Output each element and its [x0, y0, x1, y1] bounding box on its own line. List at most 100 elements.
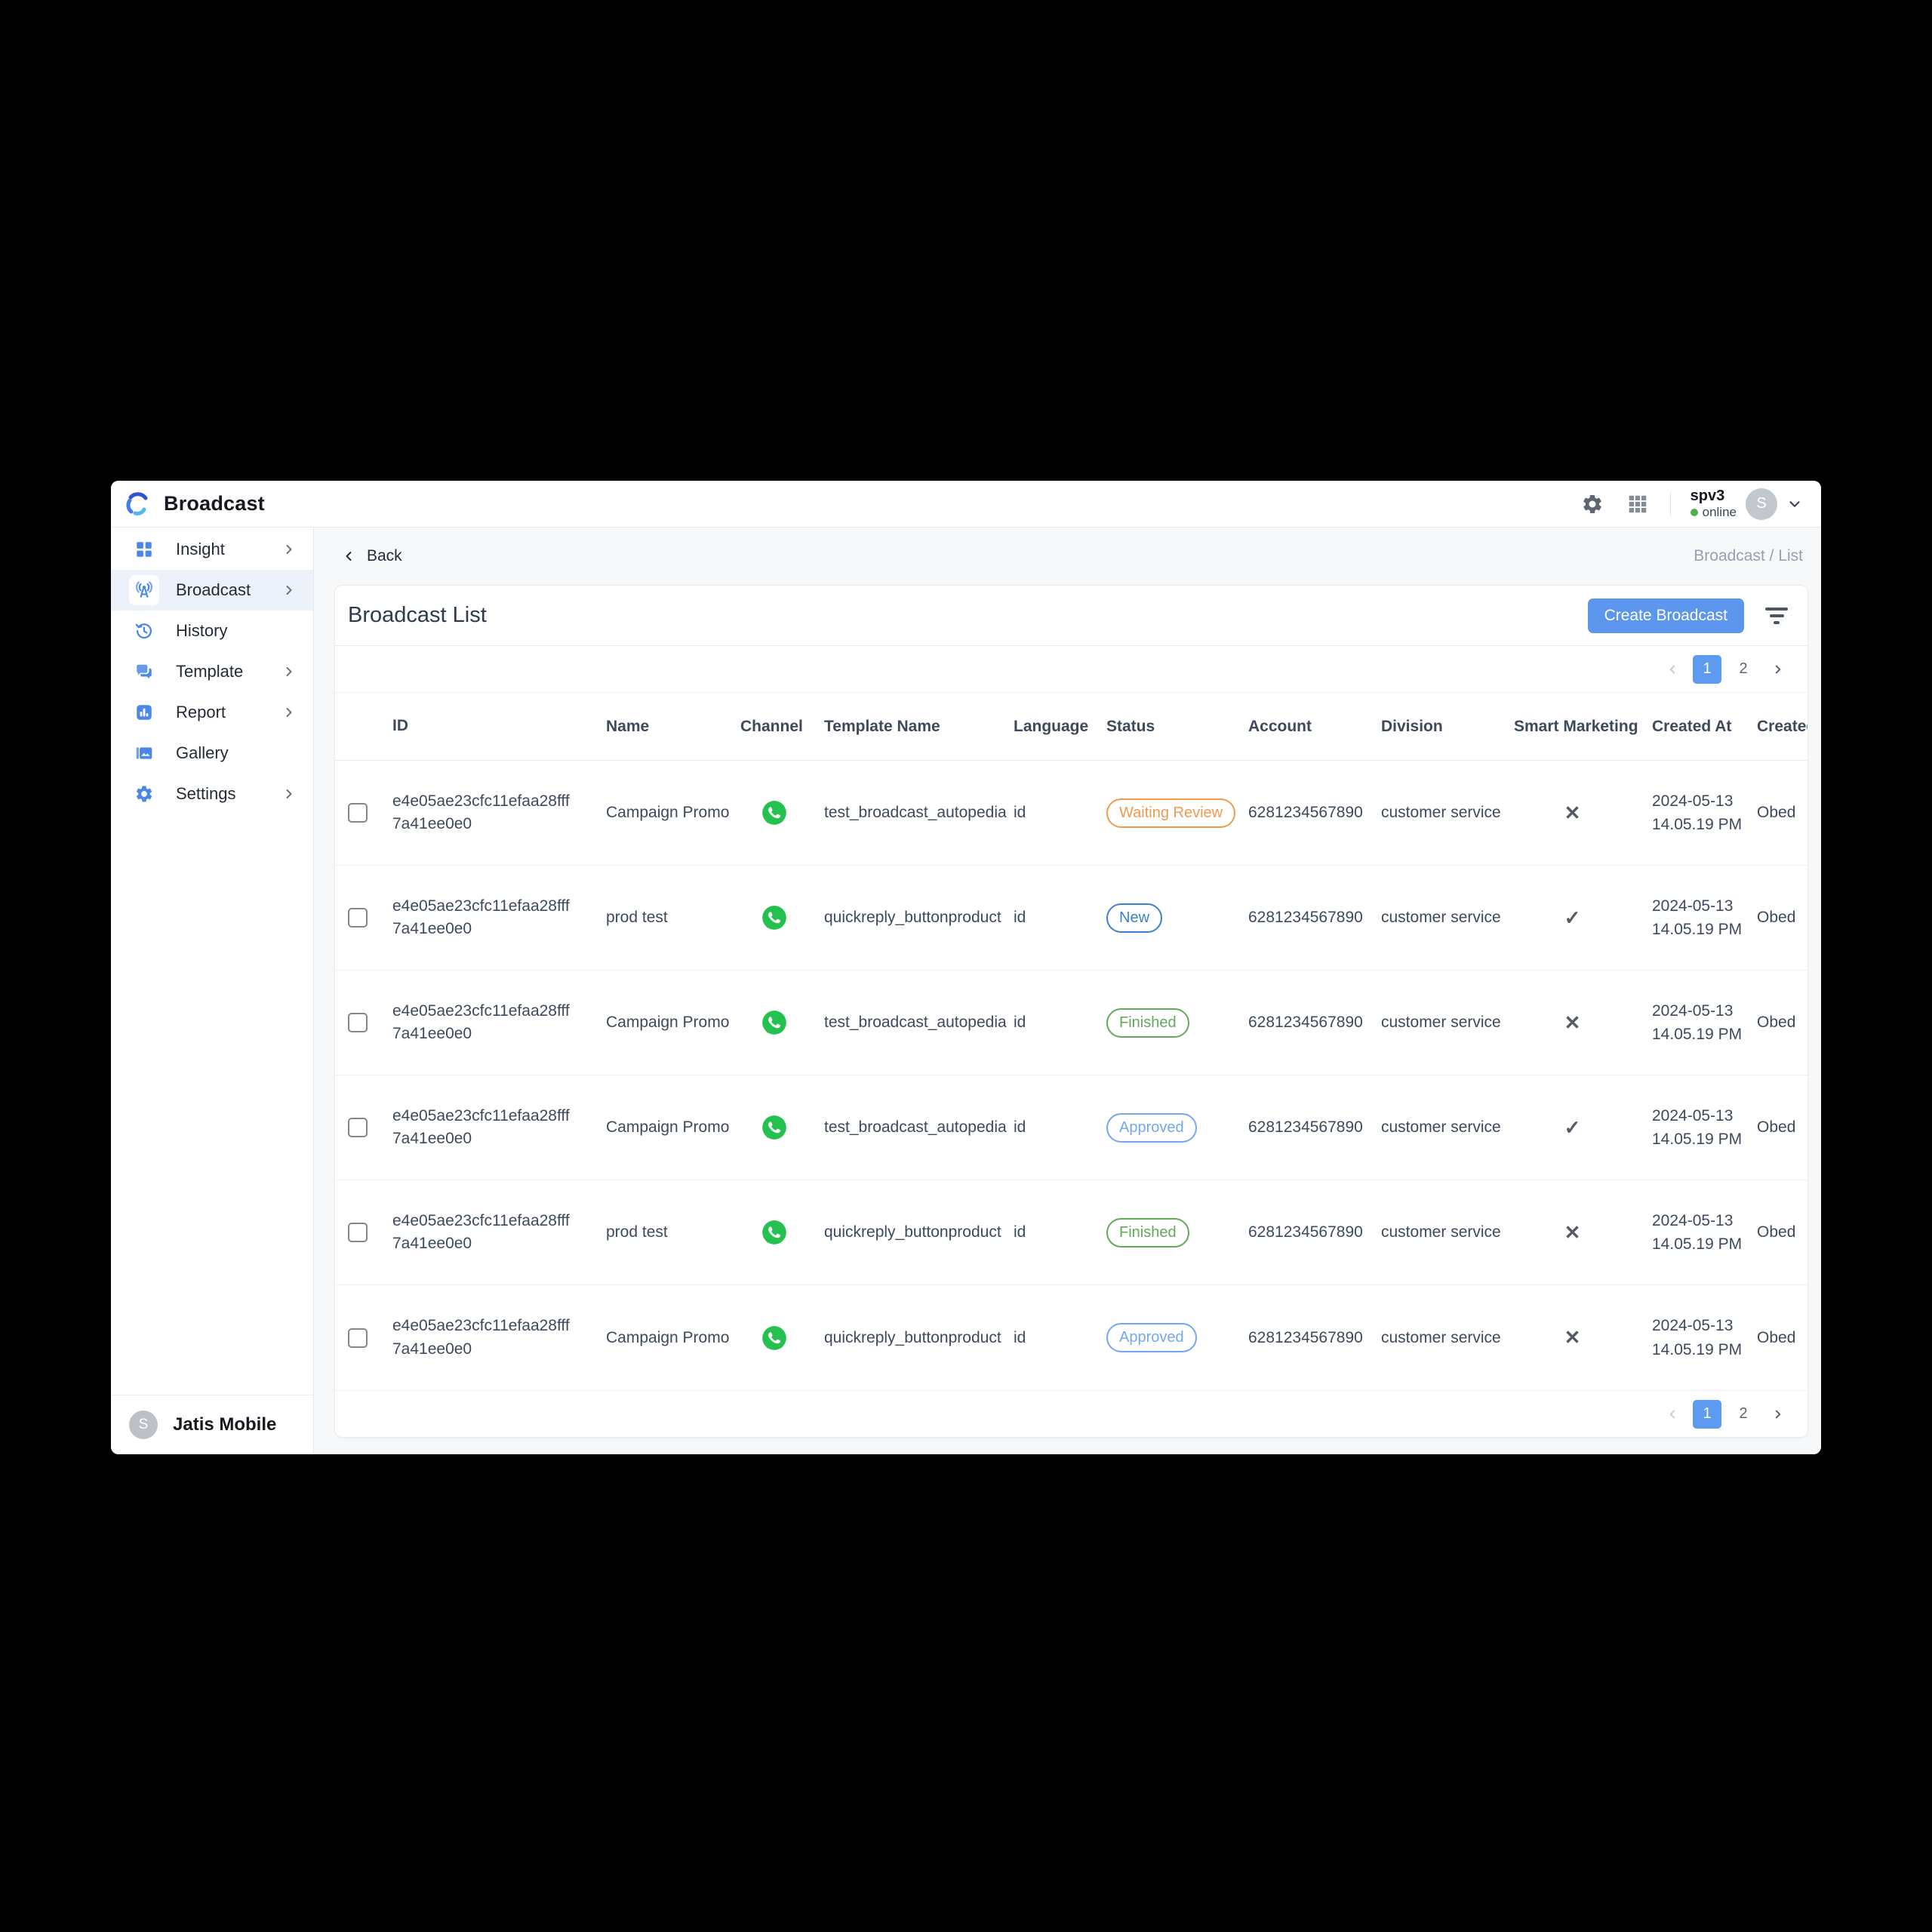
cell-created-at: 2024-05-13 14.05.19 PM — [1652, 1317, 1743, 1358]
workspace-name: spv3 — [1690, 488, 1725, 504]
cell-template-name: test_broadcast_autopedia — [824, 1118, 1007, 1136]
sidebar-item-insight[interactable]: Insight — [111, 529, 313, 570]
cell-created-at: 2024-05-13 14.05.19 PM — [1652, 1106, 1743, 1149]
cell-created-by: Obed — [1757, 1118, 1796, 1136]
sidebar-item-report[interactable]: Report — [111, 692, 313, 733]
workspace-status: online — [1690, 505, 1737, 520]
row-checkbox[interactable] — [348, 908, 368, 928]
row-checkbox[interactable] — [348, 1013, 368, 1032]
sidebar-item-label: Broadcast — [176, 580, 251, 599]
row-checkbox[interactable] — [348, 1327, 368, 1348]
broadcast-antenna-icon — [129, 575, 159, 605]
cell-division: customer service — [1381, 804, 1501, 821]
app-title: Broadcast — [164, 492, 265, 515]
settings-gear-button[interactable] — [1580, 491, 1605, 517]
cell-language: id — [1014, 1328, 1026, 1346]
back-button[interactable]: Back — [341, 547, 402, 565]
sidebar-item-label: Gallery — [176, 743, 229, 762]
pagination-prev-button[interactable] — [1660, 657, 1685, 682]
sidebar-item-history[interactable]: History — [111, 611, 313, 651]
cell-id: e4e05ae23cfc11efaa28fff7a41ee0e0 — [392, 1001, 570, 1042]
cell-language: id — [1014, 804, 1026, 821]
broadcast-list-card: Broadcast List Create Broadcast 1 2 — [334, 585, 1808, 1438]
cell-created-at: 2024-05-13 14.05.19 PM — [1652, 1001, 1743, 1044]
online-dot-icon — [1690, 509, 1698, 516]
sidebar-footer: S Jatis Mobile — [111, 1395, 313, 1454]
cell-created-by: Obed — [1757, 1014, 1796, 1031]
report-chart-icon — [129, 697, 159, 728]
sidebar-item-label: Template — [176, 662, 244, 681]
whatsapp-icon — [760, 903, 789, 932]
chevron-down-icon — [1789, 500, 1800, 507]
table-row: e4e05ae23cfc11efaa28fff7a41ee0e0 Campaig… — [335, 761, 1807, 866]
chevron-right-icon — [281, 705, 297, 720]
cell-template-name: quickreply_buttonproduct — [824, 1328, 1001, 1346]
sidebar-item-settings[interactable]: Settings — [111, 774, 313, 814]
pagination-page-1[interactable]: 1 — [1693, 654, 1721, 684]
smart-marketing-mark: ✕ — [1564, 801, 1581, 824]
col-header-created-by: Created — [1757, 717, 1807, 735]
cell-division: customer service — [1381, 1223, 1501, 1241]
status-badge: New — [1106, 903, 1163, 933]
main-content: Back Broadcast / List Broadcast List Cre… — [314, 528, 1821, 1454]
page-title: Broadcast List — [348, 603, 487, 627]
chevron-right-icon — [281, 583, 297, 598]
sidebar-item-label: Insight — [176, 540, 225, 558]
pagination-prev-button[interactable] — [1660, 1401, 1685, 1427]
sidebar-item-label: Report — [176, 703, 226, 721]
cell-id: e4e05ae23cfc11efaa28fff7a41ee0e0 — [392, 1106, 570, 1147]
table-row: e4e05ae23cfc11efaa28fff7a41ee0e0 Campaig… — [335, 971, 1807, 1075]
gallery-icon — [129, 738, 159, 768]
cell-template-name: quickreply_buttonproduct — [824, 1223, 1001, 1241]
status-badge: Waiting Review — [1106, 798, 1236, 828]
table-row: e4e05ae23cfc11efaa28fff7a41ee0e0 prod te… — [335, 1180, 1807, 1285]
apps-grid-button[interactable] — [1625, 491, 1651, 517]
sidebar: Insight Broadcast — [111, 528, 314, 1454]
row-checkbox[interactable] — [348, 1118, 368, 1137]
table-row: e4e05ae23cfc11efaa28fff7a41ee0e0 Campaig… — [335, 1285, 1807, 1390]
cell-division: customer service — [1381, 1118, 1501, 1136]
user-menu[interactable]: spv3 online S — [1690, 488, 1803, 520]
pagination-next-button[interactable] — [1765, 1401, 1791, 1427]
cell-language: id — [1014, 1118, 1026, 1136]
cell-account: 6281234567890 — [1248, 1328, 1363, 1346]
cell-created-by: Obed — [1757, 804, 1796, 821]
col-header-language: Language — [1014, 717, 1089, 735]
pagination-page-2[interactable]: 2 — [1739, 1405, 1748, 1422]
company-avatar: S — [129, 1411, 158, 1439]
whatsapp-icon — [760, 1218, 789, 1247]
cell-account: 6281234567890 — [1248, 804, 1363, 821]
pagination-top: 1 2 — [335, 646, 1807, 693]
sidebar-item-gallery[interactable]: Gallery — [111, 733, 313, 774]
filter-icon[interactable] — [1762, 605, 1791, 627]
back-label: Back — [367, 547, 402, 565]
row-checkbox[interactable] — [348, 803, 368, 823]
history-icon — [129, 616, 159, 646]
sidebar-item-label: History — [176, 621, 228, 640]
cell-name: prod test — [606, 909, 668, 926]
pagination-next-button[interactable] — [1765, 657, 1791, 682]
chevron-right-icon — [281, 786, 297, 801]
table-row: e4e05ae23cfc11efaa28fff7a41ee0e0 Campaig… — [335, 1075, 1807, 1180]
cell-name: Campaign Promo — [606, 1118, 730, 1136]
row-checkbox[interactable] — [348, 1223, 368, 1242]
pagination-page-2[interactable]: 2 — [1739, 660, 1748, 677]
cell-template-name: test_broadcast_autopedia — [824, 804, 1007, 821]
cell-account: 6281234567890 — [1248, 909, 1363, 926]
cell-template-name: quickreply_buttonproduct — [824, 909, 1001, 926]
status-badge: Finished — [1106, 1008, 1189, 1038]
create-broadcast-button[interactable]: Create Broadcast — [1587, 598, 1744, 633]
cell-created-by: Obed — [1757, 1328, 1796, 1346]
cell-name: Campaign Promo — [606, 1328, 730, 1346]
sidebar-item-template[interactable]: Template — [111, 651, 313, 692]
col-header-smart-marketing: Smart Marketing — [1514, 717, 1638, 735]
pagination-page-1[interactable]: 1 — [1693, 1399, 1721, 1429]
sidebar-item-broadcast[interactable]: Broadcast — [111, 570, 313, 611]
cell-language: id — [1014, 909, 1026, 926]
cell-name: prod test — [606, 1223, 668, 1241]
broadcast-table: ID Name Channel Template Name Language S… — [335, 693, 1807, 1390]
smart-marketing-mark: ✕ — [1564, 1220, 1581, 1244]
chevron-right-icon — [281, 664, 297, 679]
whatsapp-icon — [760, 1008, 789, 1037]
cell-division: customer service — [1381, 1328, 1501, 1346]
